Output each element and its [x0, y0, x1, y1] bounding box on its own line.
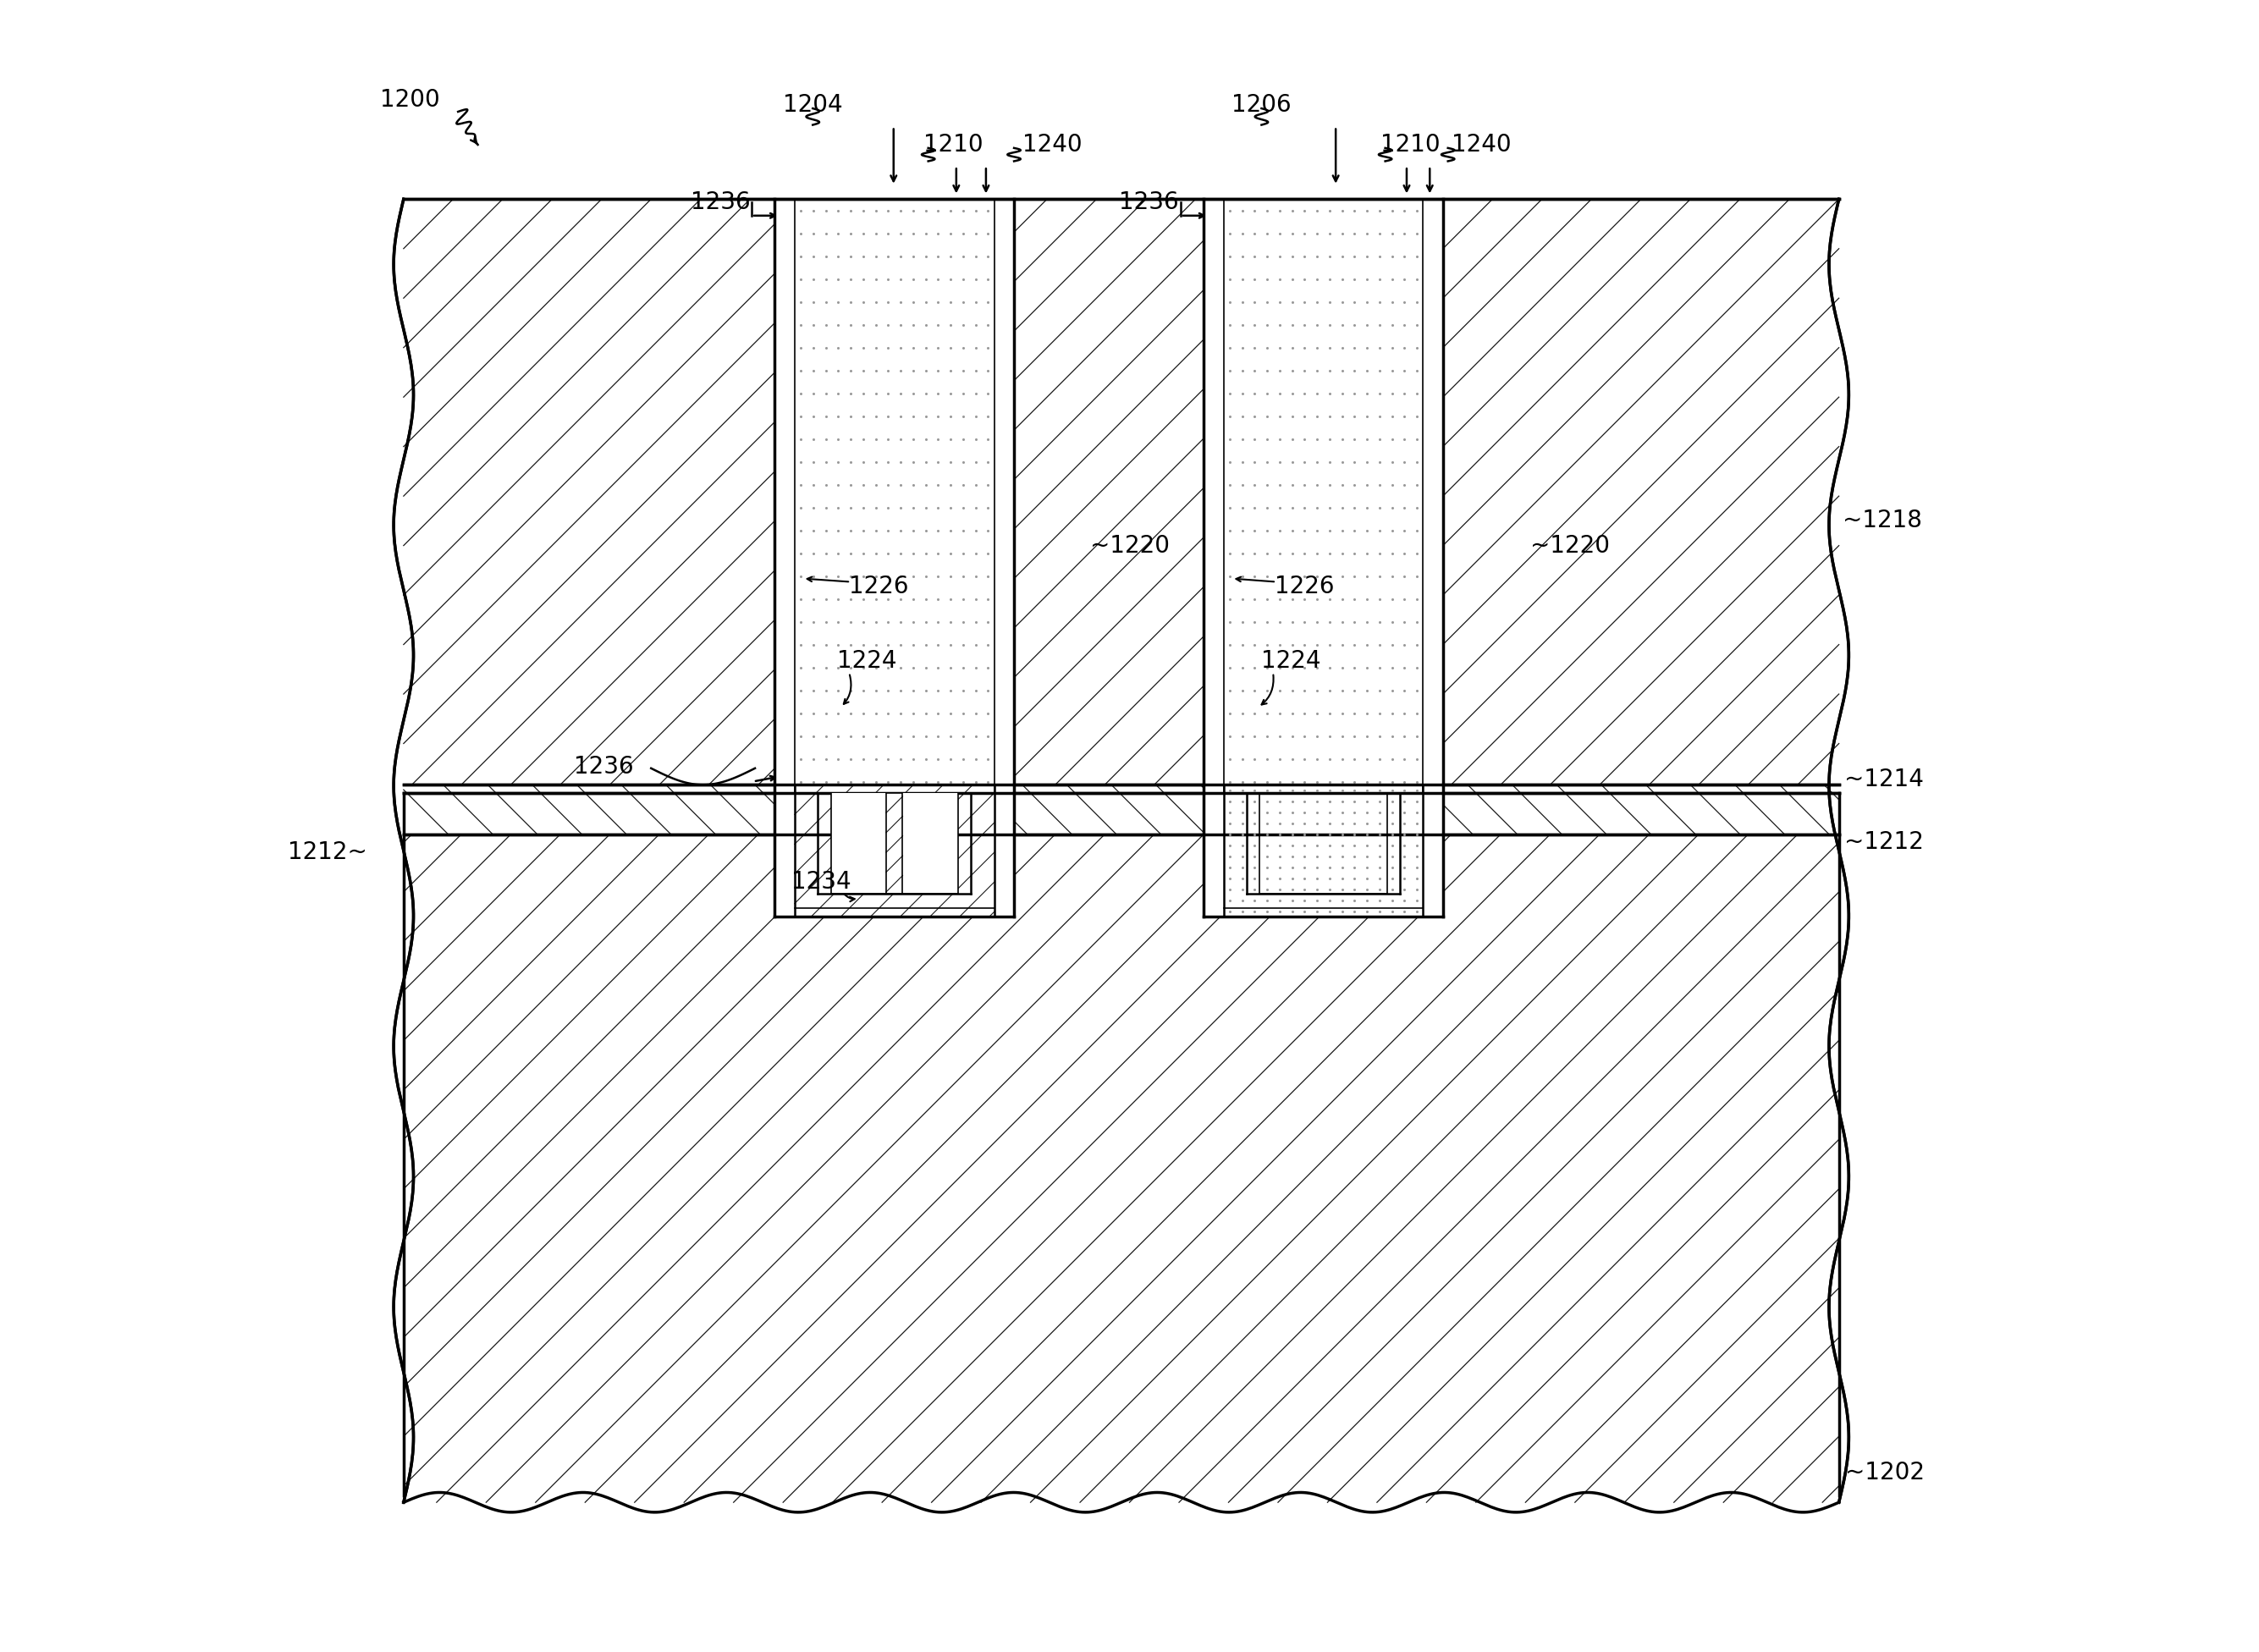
- Text: 1240: 1240: [1023, 132, 1082, 157]
- Bar: [795, 785, 994, 834]
- Text: ~1220: ~1220: [1529, 534, 1611, 557]
- Bar: [1204, 200, 1444, 917]
- Text: 1236: 1236: [691, 190, 750, 215]
- Text: 1240: 1240: [1450, 132, 1511, 157]
- Text: 1236: 1236: [1118, 190, 1179, 215]
- Bar: [831, 793, 958, 894]
- Text: 1224: 1224: [838, 649, 897, 672]
- Bar: [795, 785, 994, 917]
- Text: ~1214: ~1214: [1843, 768, 1922, 791]
- Text: 1204: 1204: [784, 93, 843, 117]
- Bar: [1224, 200, 1423, 793]
- Text: 1212~: 1212~: [287, 841, 368, 864]
- Text: 1210: 1210: [1380, 132, 1439, 157]
- Text: 1226: 1226: [1274, 575, 1335, 598]
- Text: 1234: 1234: [791, 871, 852, 894]
- Text: 1236: 1236: [574, 755, 633, 778]
- Bar: [1224, 785, 1423, 793]
- Text: 1210: 1210: [924, 132, 983, 157]
- Text: 1200: 1200: [380, 88, 441, 112]
- Text: ~1212: ~1212: [1843, 831, 1922, 854]
- Bar: [795, 200, 994, 793]
- Text: 1226: 1226: [849, 575, 908, 598]
- Text: ~1218: ~1218: [1841, 509, 1922, 532]
- Bar: [886, 793, 904, 894]
- Bar: [404, 785, 1839, 834]
- Text: ~1220: ~1220: [1089, 534, 1170, 557]
- Text: 1224: 1224: [1261, 649, 1322, 672]
- Bar: [404, 200, 1839, 793]
- Bar: [404, 793, 1839, 1502]
- Bar: [775, 200, 1014, 917]
- Bar: [795, 785, 994, 793]
- Text: ~1202: ~1202: [1846, 1460, 1925, 1485]
- Bar: [1224, 785, 1423, 917]
- Bar: [1224, 785, 1423, 834]
- Text: 1206: 1206: [1231, 93, 1292, 117]
